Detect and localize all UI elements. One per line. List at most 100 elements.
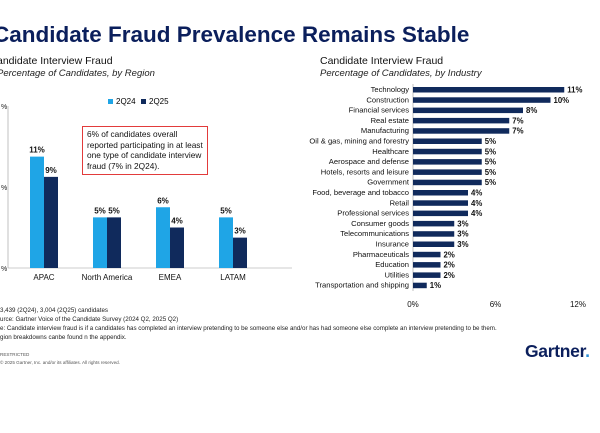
industry-bar xyxy=(413,117,510,124)
industry-category-label: Hotels, resorts and leisure xyxy=(321,167,409,176)
industry-bar-value-label: 3% xyxy=(457,219,468,228)
industry-bar-chart: Technology 11% Construction 10% Financial se… xyxy=(309,84,586,309)
industry-bar-value-label: 2% xyxy=(444,271,455,280)
copyright-text: © 2025 Gartner, Inc. and/or its affiliat… xyxy=(0,360,120,365)
region-category-label: APAC xyxy=(33,273,54,282)
industry-bar-value-label: 10% xyxy=(554,96,570,105)
region-bar-value-label: 6% xyxy=(157,196,169,205)
industry-category-label: Construction xyxy=(366,95,409,104)
industry-x-tick-label: 0% xyxy=(407,300,419,309)
industry-bar xyxy=(413,97,551,103)
industry-bar-value-label: 4% xyxy=(471,209,482,218)
industry-bar-value-label: 5% xyxy=(485,147,496,156)
industry-bar-value-label: 4% xyxy=(471,189,482,198)
industry-bar xyxy=(413,169,482,175)
industry-x-tick-label: 12% xyxy=(570,300,586,309)
legend-2q24-label: 2Q24 xyxy=(116,97,136,106)
region-bar-2q24 xyxy=(30,156,44,268)
legend-2q24: 2Q24 xyxy=(108,97,136,106)
industry-bar xyxy=(413,87,565,93)
industry-bar-value-label: 5% xyxy=(485,168,496,177)
industry-bar-value-label: 3% xyxy=(457,240,468,249)
region-bar-2q25 xyxy=(107,217,121,268)
footnote-source: urce: Gartner Voice of the Candidate Sur… xyxy=(0,316,179,323)
overall-fraud-callout: 6% of candidates overall reported partic… xyxy=(82,126,208,175)
region-bar-2q24 xyxy=(219,217,233,268)
industry-bar xyxy=(413,282,427,289)
industry-category-label: Transportation and shipping xyxy=(315,281,409,290)
industry-bar xyxy=(413,231,455,237)
region-bar-2q25 xyxy=(170,227,184,268)
gartner-logo: Gartner. xyxy=(525,341,590,361)
legend-2q25-swatch xyxy=(141,99,146,104)
industry-category-label: Real estate xyxy=(371,116,409,125)
industry-category-label: Education xyxy=(375,260,409,269)
industry-bar xyxy=(413,148,482,155)
industry-bar-value-label: 11% xyxy=(567,86,582,95)
region-category-label: EMEA xyxy=(159,273,182,282)
industry-bar-value-label: 2% xyxy=(444,250,455,259)
region-category-label: North America xyxy=(82,273,133,282)
industry-bar xyxy=(413,107,523,114)
legend-2q25: 2Q25 xyxy=(141,97,169,106)
region-category-label: LATAM xyxy=(220,273,246,282)
industry-bar-value-label: 4% xyxy=(471,199,482,208)
industry-category-label: Technology xyxy=(371,85,410,94)
industry-category-label: Manufacturing xyxy=(361,126,409,135)
industry-x-tick-label: 6% xyxy=(490,300,502,309)
region-bar-2q25 xyxy=(233,237,247,268)
industry-category-label: Professional services xyxy=(337,209,409,218)
legend-2q25-label: 2Q25 xyxy=(149,97,169,106)
industry-category-label: Telecommunications xyxy=(340,229,409,238)
region-y-tick-label: % xyxy=(1,185,7,192)
industry-bar xyxy=(413,272,441,278)
region-bar-value-label: 9% xyxy=(45,166,57,175)
industry-bar-value-label: 1% xyxy=(430,281,441,290)
industry-bar xyxy=(413,138,482,144)
region-bar-2q25 xyxy=(44,176,58,268)
region-bar-value-label: 3% xyxy=(234,227,246,236)
industry-bar-value-label: 5% xyxy=(485,137,496,146)
region-bar-value-label: 4% xyxy=(171,217,183,226)
industry-category-label: Oil & gas, mining and forestry xyxy=(309,137,409,146)
industry-bar-value-label: 5% xyxy=(485,158,496,167)
industry-category-label: Financial services xyxy=(349,106,410,115)
industry-chart-title: Candidate Interview Fraud xyxy=(320,55,444,67)
slide-title: Candidate Fraud Prevalence Remains Stabl… xyxy=(0,22,470,47)
industry-bar-value-label: 5% xyxy=(485,178,496,187)
footnote-definition: e: Candidate interview fraud is if a can… xyxy=(0,325,497,332)
region-y-tick-label: % xyxy=(1,104,7,111)
region-bar-value-label: 5% xyxy=(220,206,232,215)
industry-bar-value-label: 3% xyxy=(457,230,468,239)
legend-2q24-swatch xyxy=(108,99,113,104)
industry-bar-value-label: 2% xyxy=(444,261,455,270)
industry-bar-value-label: 7% xyxy=(512,116,523,125)
region-chart-subtitle: Percentage of Candidates, by Region xyxy=(0,68,155,79)
footnote-appendix: gion breakdowns canbe found n the append… xyxy=(0,334,127,341)
industry-bar xyxy=(413,241,455,247)
industry-bar xyxy=(413,210,468,217)
industry-category-label: Retail xyxy=(390,198,410,207)
industry-bar xyxy=(413,159,482,165)
region-bar-2q24 xyxy=(156,207,170,268)
industry-category-label: Utilities xyxy=(385,270,410,279)
industry-category-label: Insurance xyxy=(376,240,409,249)
region-bar-2q24 xyxy=(93,217,107,268)
gartner-logo-text: Gartner xyxy=(525,341,586,361)
industry-bar-value-label: 8% xyxy=(526,106,537,115)
industry-category-label: Food, beverage and tobacco xyxy=(312,188,409,197)
industry-bar xyxy=(413,179,482,186)
industry-bar xyxy=(413,251,441,258)
restricted-label: RESTRICTED xyxy=(0,352,30,357)
region-bar-value-label: 5% xyxy=(108,206,120,215)
industry-bar xyxy=(413,128,510,134)
industry-chart-subtitle: Percentage of Candidates, by Industry xyxy=(320,68,482,79)
footnote-sample: 3,439 (2Q24), 3,004 (2Q25) candidates xyxy=(0,307,109,314)
industry-category-label: Consumer goods xyxy=(351,219,409,228)
region-chart-title: andidate Interview Fraud xyxy=(0,55,113,67)
industry-category-label: Government xyxy=(367,178,410,187)
region-y-tick-label: % xyxy=(1,266,7,273)
industry-bar xyxy=(413,190,468,196)
industry-bar xyxy=(413,220,455,227)
industry-bar xyxy=(413,262,441,268)
